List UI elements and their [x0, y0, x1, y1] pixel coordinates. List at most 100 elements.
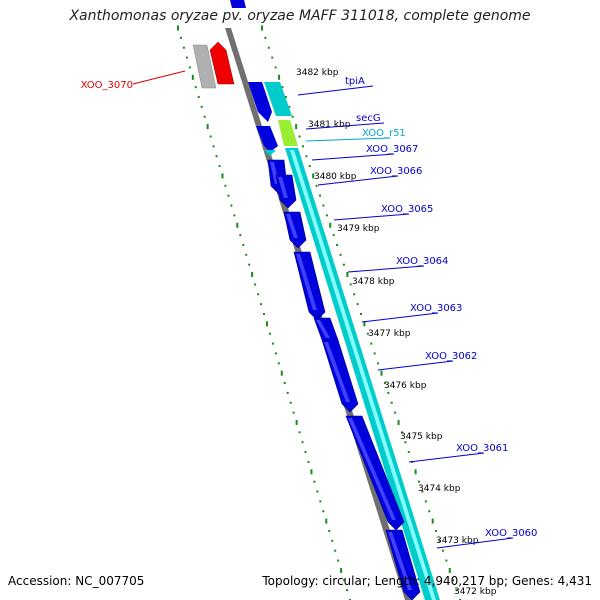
tick-mark: [325, 214, 328, 217]
tick-mark: [315, 184, 318, 187]
tick-mark: [280, 370, 283, 376]
tick-mark: [177, 25, 179, 31]
leader-line: [317, 175, 399, 186]
tick-mark: [305, 155, 308, 158]
gene-label: XOO_3060: [485, 528, 537, 539]
gene-label: XOO_r51: [362, 128, 406, 139]
tick-mark: [242, 243, 245, 246]
grey-gene-block: [192, 44, 217, 89]
right-tick-guide: [261, 25, 461, 600]
rna-band-highlight: [290, 150, 436, 600]
tick-mark: [407, 451, 410, 454]
tick-mark: [295, 124, 298, 130]
tick-mark: [288, 105, 291, 108]
tpia-gene: [248, 82, 272, 122]
tick-mark: [377, 362, 380, 365]
tick-mark: [339, 253, 342, 256]
gene-label: XOO_3064: [396, 256, 448, 267]
tick-mark: [271, 56, 274, 59]
tick-mark: [380, 370, 383, 376]
leader-line: [305, 137, 391, 142]
secg-cds: [256, 126, 278, 152]
tick-mark: [254, 283, 257, 286]
scale-label: 3473 kbp: [436, 536, 479, 546]
tick-mark: [233, 214, 236, 217]
tick-mark: [308, 165, 311, 168]
xoo-3065-gene-shade: [286, 214, 298, 238]
xoo-3063-gene-shade: [316, 320, 330, 338]
tick-mark: [295, 419, 298, 425]
tick-mark: [248, 263, 251, 266]
scale-label: 3478 kbp: [352, 277, 395, 287]
tick-mark: [188, 66, 191, 69]
leader-line: [436, 537, 514, 549]
tick-mark: [431, 518, 434, 524]
tick-mark: [182, 46, 185, 49]
genome-title: Xanthomonas oryzae pv. oryzae MAFF 31101…: [69, 8, 531, 24]
tick-mark: [325, 518, 328, 524]
tick-mark: [245, 253, 248, 256]
tick-mark: [329, 222, 332, 228]
xoo-r51-gene: [264, 150, 276, 156]
tick-mark: [441, 549, 444, 552]
tick-mark: [435, 529, 438, 532]
tick-mark: [274, 352, 277, 355]
xoo-3064-gene-shade: [296, 254, 317, 310]
tick-mark: [313, 480, 316, 483]
tick-mark: [328, 529, 331, 532]
scale-label: 3474 kbp: [418, 484, 461, 494]
tick-mark: [310, 469, 313, 475]
tick-mark: [455, 589, 458, 592]
tick-mark: [212, 145, 215, 148]
tick-mark: [221, 173, 224, 179]
tick-mark: [286, 391, 289, 394]
tick-mark: [319, 500, 322, 503]
leader-line: [333, 213, 410, 221]
tick-mark: [291, 115, 294, 118]
tick-mark: [418, 480, 421, 483]
tick-mark: [331, 539, 334, 542]
tick-mark: [230, 204, 233, 207]
gene-label: XOO_3062: [425, 351, 477, 362]
tick-mark: [343, 579, 346, 582]
tick-mark: [224, 184, 227, 187]
tick-mark: [394, 411, 397, 414]
xoo-3061-gene-shade: [348, 418, 396, 520]
leader-line: [297, 85, 374, 96]
tick-mark: [281, 86, 284, 89]
tick-mark: [322, 510, 325, 513]
tick-mark: [261, 25, 263, 31]
tick-mark: [209, 135, 212, 138]
tick-mark: [263, 313, 265, 315]
xoo-3060-gene-shade: [388, 532, 412, 590]
tick-mark: [218, 165, 221, 168]
gene-label: XOO_3070: [81, 80, 133, 91]
tick-mark: [265, 321, 268, 327]
tick-mark: [267, 46, 270, 49]
tick-mark: [319, 194, 322, 197]
tick-mark: [383, 382, 386, 385]
tick-mark: [301, 441, 304, 444]
tick-mark: [340, 567, 343, 573]
tick-mark: [346, 272, 349, 278]
accession-label: Accession: NC_007705: [8, 574, 145, 588]
scale-label: 3475 kbp: [400, 432, 443, 442]
tick-mark: [200, 105, 203, 108]
leader-line: [408, 452, 485, 463]
tick-mark: [191, 74, 194, 80]
gene-label: XOO_3061: [456, 443, 508, 454]
tick-mark: [264, 36, 267, 39]
gene-label: XOO_3066: [370, 166, 422, 177]
tick-mark: [236, 222, 239, 228]
scale-label: 3476 kbp: [384, 381, 427, 391]
leader-line: [361, 312, 439, 323]
tick-mark: [298, 431, 301, 434]
tick-mark: [356, 303, 359, 306]
scale-label: 3472 kbp: [454, 587, 497, 597]
tick-mark: [197, 96, 200, 99]
tick-mark: [316, 490, 319, 493]
left-tick-guide: [177, 25, 351, 600]
tick-mark: [278, 74, 281, 80]
scale-label: 3481 kbp: [308, 120, 351, 130]
